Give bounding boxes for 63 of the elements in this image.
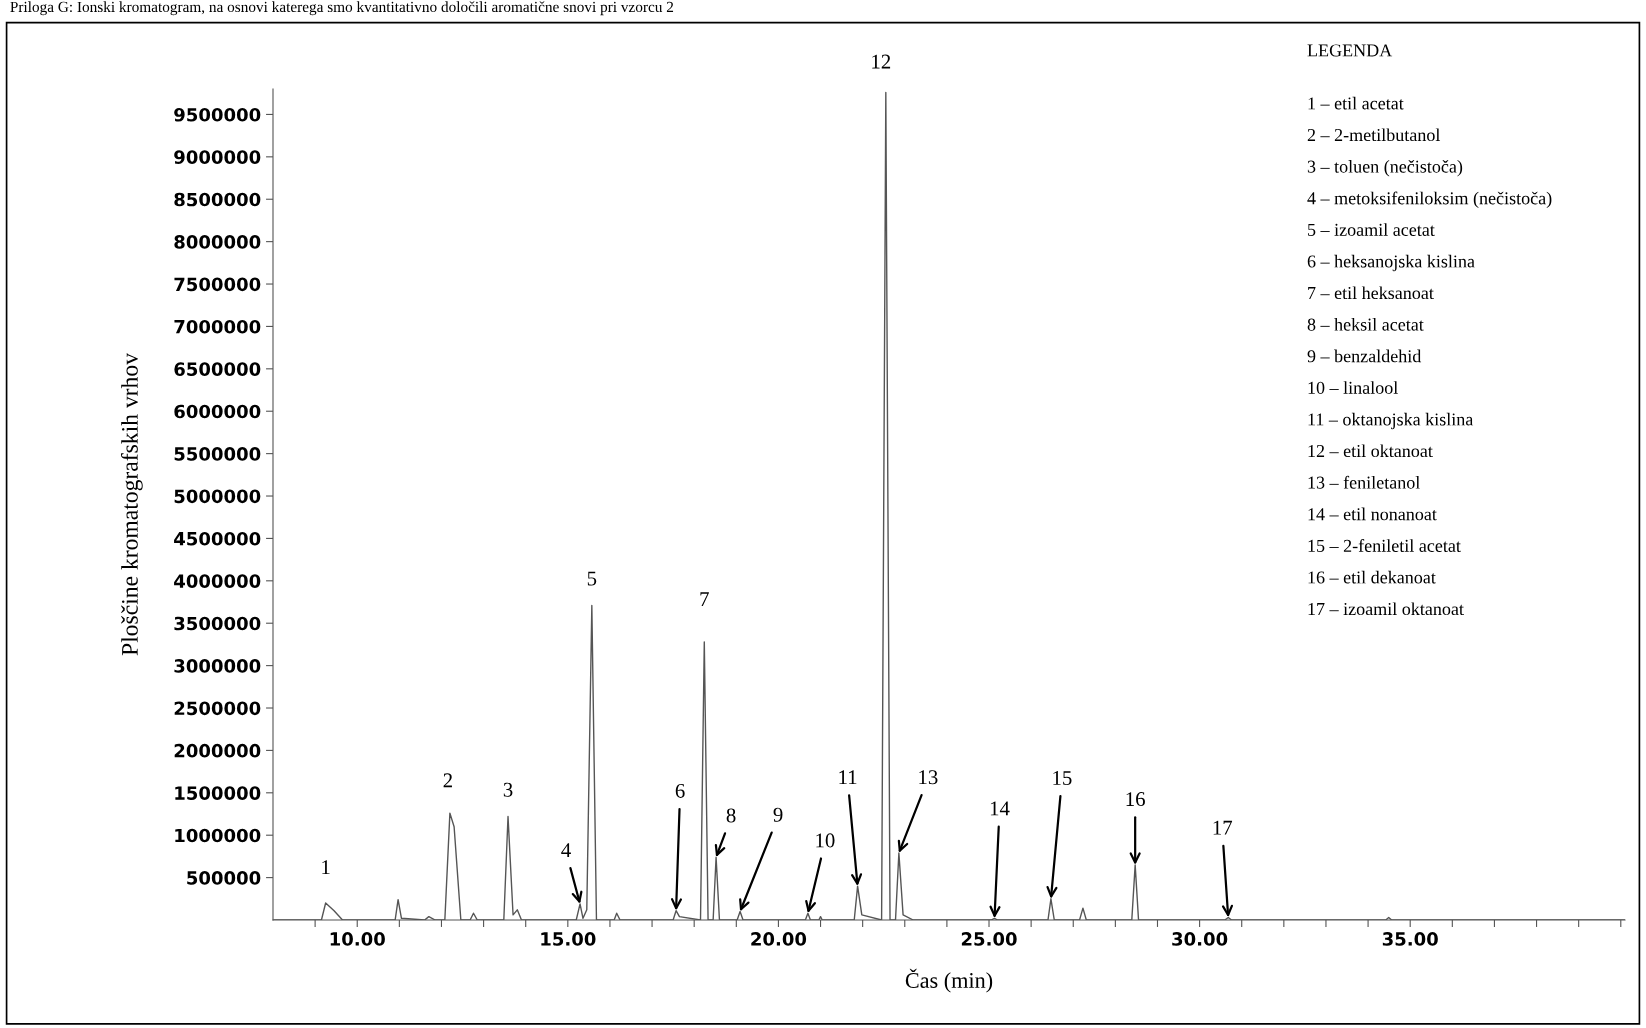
annotation: 7 – etil heksanoat [1308,286,1434,300]
annotation: 15 [1053,771,1072,786]
annotation: 3 [503,782,513,797]
y-tick-label: 5000000 [174,489,261,504]
annotation: 1 – etil acetat [1308,96,1404,110]
annotation: 4 [561,843,571,857]
y-tick-label: 2500000 [174,701,261,716]
annotation: 17 – izoamil oktanoat [1308,602,1464,616]
annotation: 16 – etil dekanoat [1308,570,1436,584]
annotation: 6 – heksanojska kislina [1307,254,1475,272]
annotation: 10 [816,833,835,848]
x-tick-label: 25.00 [961,932,1017,946]
annotation: 17 [1213,820,1233,835]
annotation: 12 – etil oktanoat [1308,444,1433,458]
y-tick-label: 6500000 [174,362,261,376]
legend-title: LEGENDA [1307,44,1393,57]
annotation: 15 – 2-feniletil acetat [1308,539,1461,552]
y-tick-label: 2000000 [174,743,261,758]
annotation: 1 [322,860,330,875]
y-tick-label: 4000000 [174,574,261,588]
x-tick-label: 20.00 [751,932,807,946]
x-axis-title: Čas (min) [905,968,993,993]
annotation: 14 – etil nonanoat [1308,507,1437,521]
annotation: 11 [839,770,857,785]
chart-title: Priloga G: Ionski kromatogram, na osnovi katerega smo kvantitativno določili aromatične snovi pri vzorcu 2 [10,1,674,16]
annotation: 13 [919,770,938,785]
annotation: 7 [700,592,709,606]
y-tick-label: 3500000 [174,616,261,631]
y-tick-label: 1000000 [175,828,261,843]
y-tick-label: 6000000 [174,404,261,419]
y-tick-label: 8500000 [174,192,261,207]
annotation: 9 [773,807,783,822]
annotation: 8 – heksil acetat [1307,318,1424,331]
y-axis-title: Ploščine kromatografskih vrhov [120,353,143,656]
y-tick-label: 7500000 [174,277,261,292]
y-tick-label: 1500000 [175,786,261,800]
annotation: 4 – metoksifeniloksim (nečistoča) [1307,191,1552,209]
annotation: 2 – 2-metilbutanol [1307,128,1441,142]
annotation: 2 [443,773,452,788]
annotation: 16 [1126,792,1145,807]
x-tick-label: 15.00 [541,932,596,946]
x-tick-label: 35.00 [1382,932,1438,946]
annotation: 12 [872,54,891,69]
annotation: 14 [990,801,1010,816]
y-tick-label: 3000000 [174,659,261,673]
annotation: 6 [675,783,685,798]
annotation: 8 [726,808,736,823]
y-tick-label: 500000 [187,871,261,885]
annotation: 5 – izoamil acetat [1308,223,1435,236]
annotation: 3 – toluen (nečistoča) [1307,160,1463,177]
y-tick-label: 8000000 [174,235,261,249]
y-tick-label: 7000000 [174,319,261,334]
annotation: 10 – linalool [1308,381,1398,394]
y-tick-label: 9500000 [174,107,261,122]
annotation: 9 – benzaldehid [1307,349,1422,363]
annotation: 11 – oktanojska kislina [1308,412,1474,430]
y-tick-label: 5500000 [174,447,261,461]
x-tick-label: 30.00 [1172,932,1228,946]
annotation: 13 – feniletanol [1308,475,1420,489]
x-tick-label: 10.00 [330,932,385,946]
y-tick-label: 9000000 [174,150,261,164]
annotation: 5 [587,571,597,586]
y-tick-label: 4500000 [174,531,261,546]
